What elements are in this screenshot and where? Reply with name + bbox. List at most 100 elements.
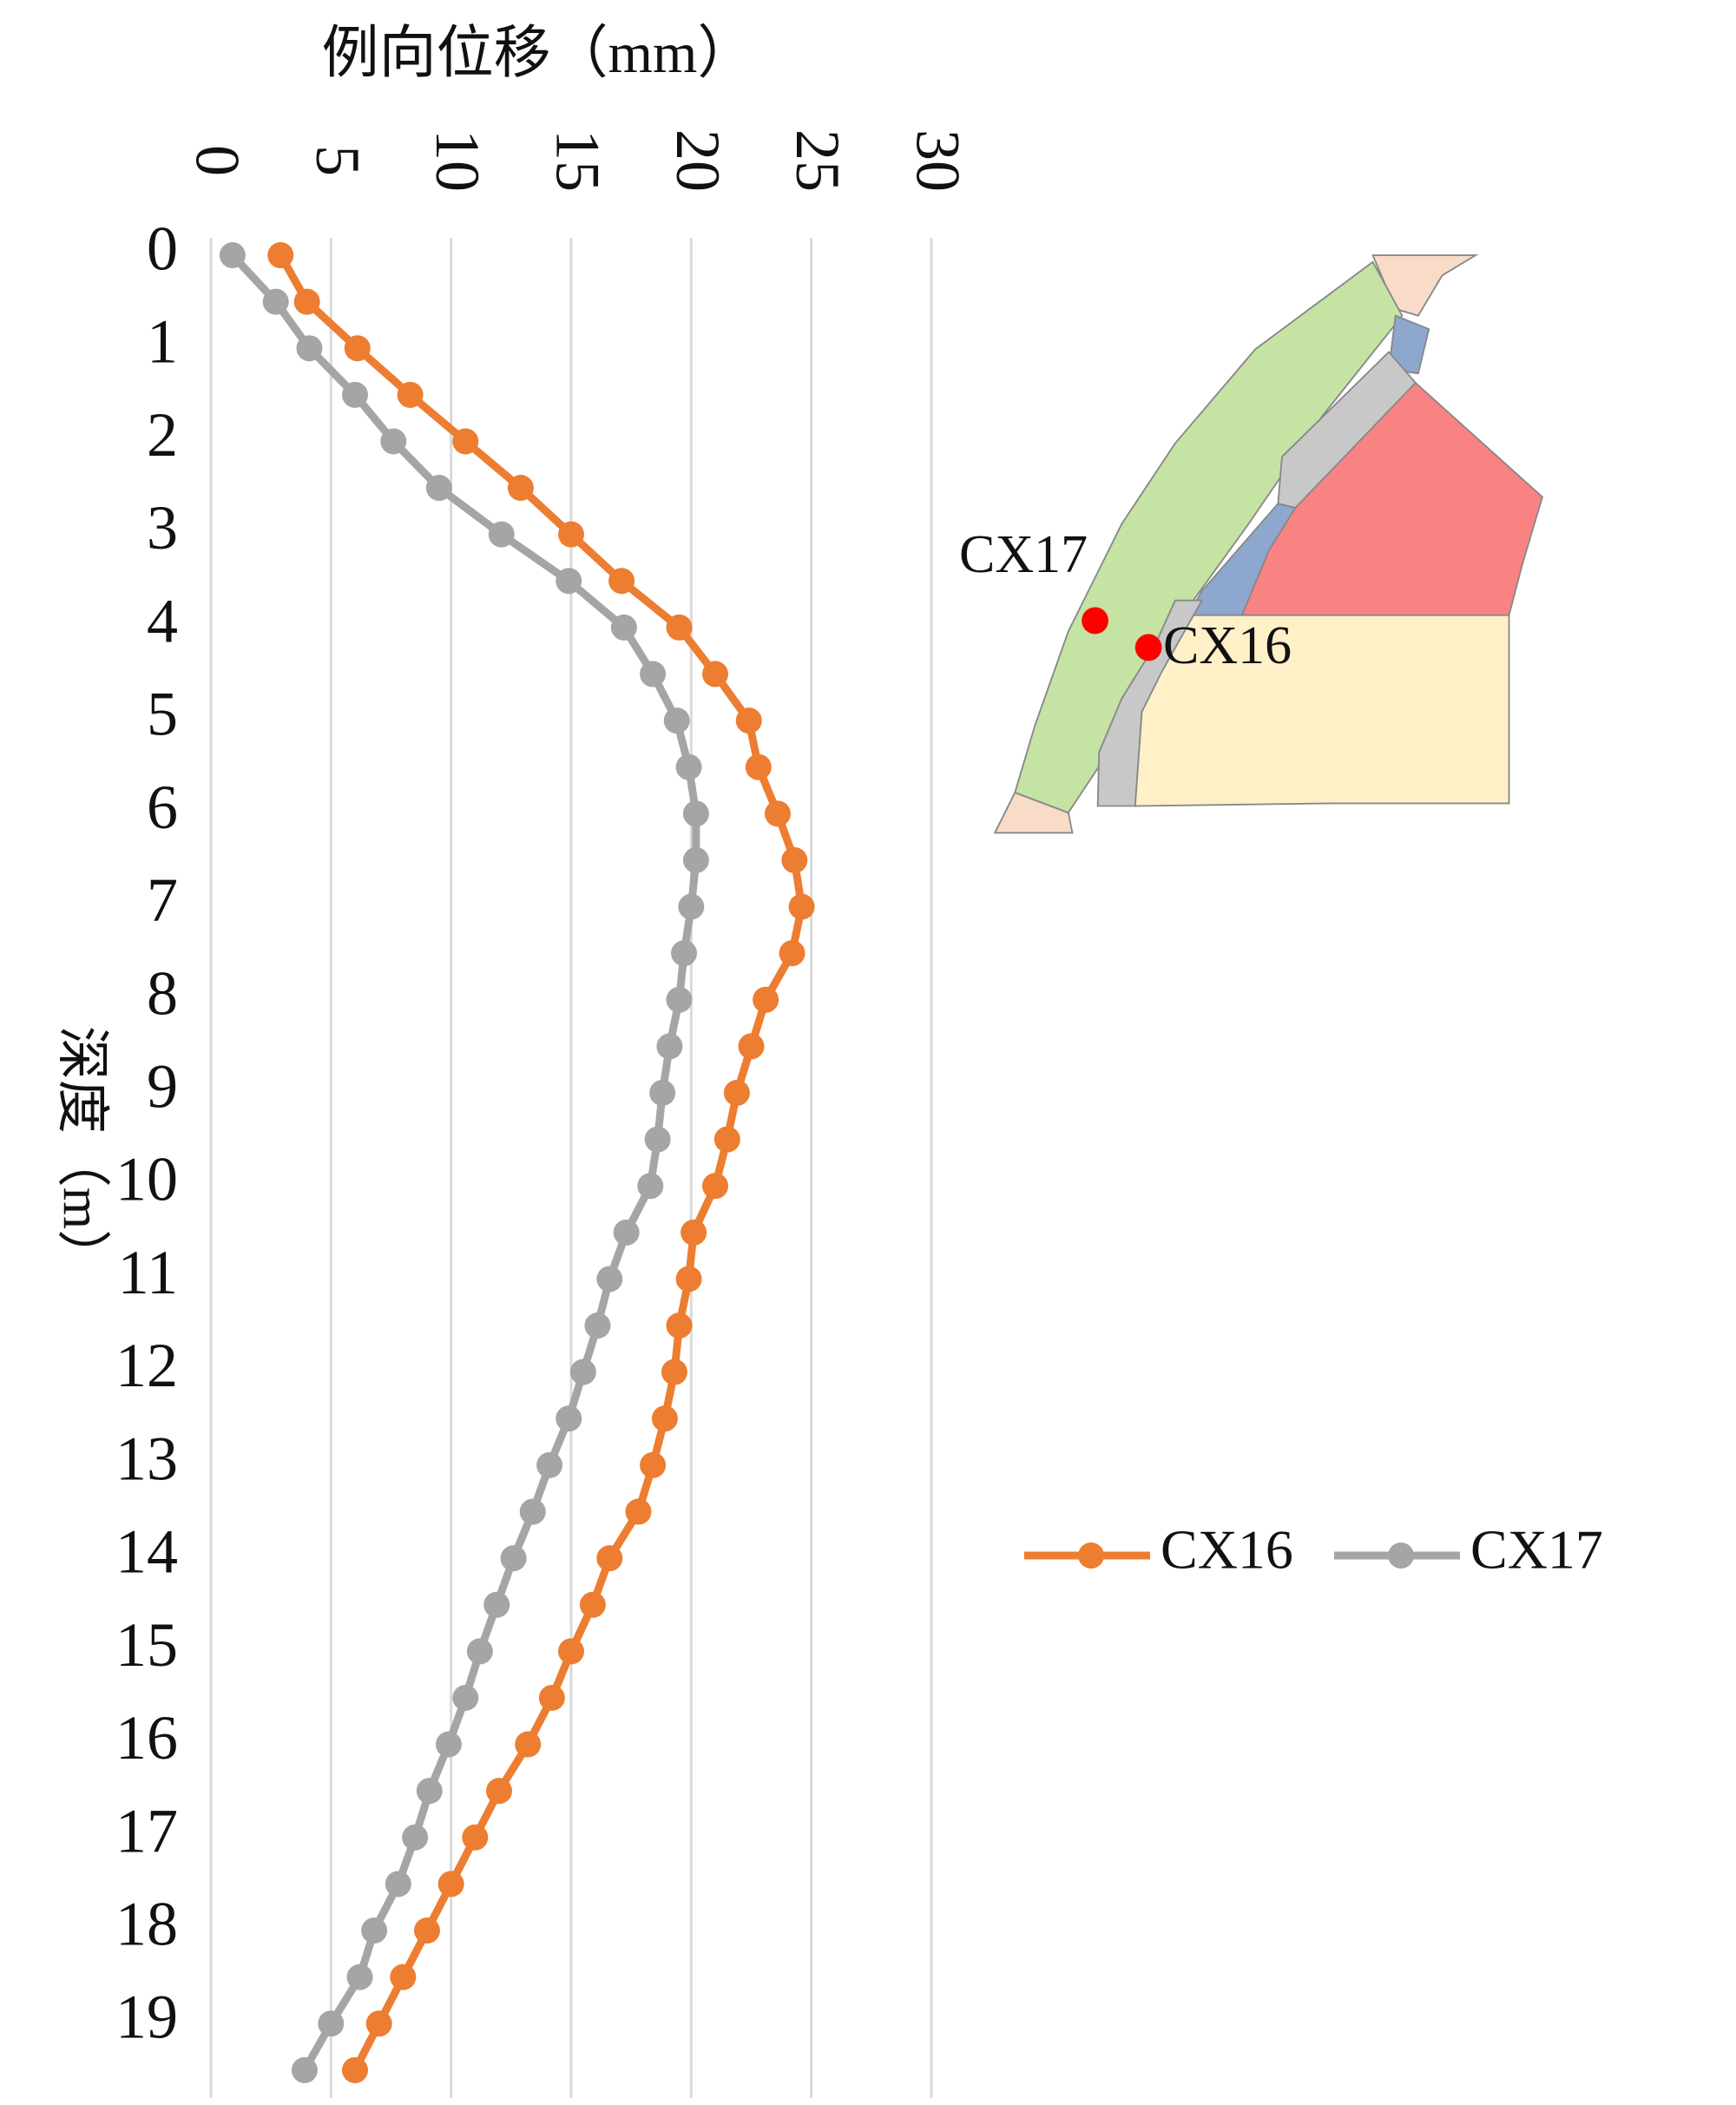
data-point <box>702 1173 728 1200</box>
data-point <box>361 1918 388 1944</box>
data-point <box>486 1778 512 1805</box>
data-point <box>291 2056 318 2083</box>
inset-area <box>1388 314 1430 375</box>
y-tick-label: 14 <box>115 1517 178 1587</box>
data-point <box>678 893 705 920</box>
data-point <box>781 846 808 873</box>
data-point <box>519 1498 546 1525</box>
data-point <box>556 1405 582 1432</box>
data-point <box>779 940 806 967</box>
data-point <box>610 614 637 641</box>
data-point <box>293 288 320 315</box>
data-point <box>462 1824 489 1851</box>
data-point <box>296 335 323 362</box>
data-point <box>267 242 294 268</box>
data-point <box>466 1638 493 1665</box>
y-tick-label: 3 <box>147 493 178 562</box>
y-tick-label: 2 <box>147 400 178 470</box>
x-tick-label: 5 <box>303 145 372 176</box>
inset-label: CX16 <box>1163 616 1292 675</box>
y-tick-label: 17 <box>115 1796 178 1865</box>
legend-marker <box>1388 1543 1414 1569</box>
data-point <box>488 521 515 548</box>
data-point <box>416 1778 443 1805</box>
data-point <box>661 1358 687 1385</box>
data-point <box>380 428 407 455</box>
data-point <box>713 1126 740 1153</box>
y-tick-label: 10 <box>115 1145 178 1214</box>
data-point <box>452 428 479 455</box>
data-point <box>390 1964 417 1990</box>
data-point <box>596 1545 623 1572</box>
x-tick-label: 15 <box>542 129 612 192</box>
data-point <box>558 1638 584 1665</box>
y-tick-label: 16 <box>115 1703 178 1773</box>
series-line <box>229 252 700 2073</box>
data-point <box>579 1591 606 1618</box>
data-point <box>753 986 779 1013</box>
data-point <box>682 846 709 873</box>
data-point <box>644 1126 671 1153</box>
data-point <box>515 1731 542 1758</box>
data-point <box>625 1498 652 1525</box>
x-tick-label: 0 <box>182 145 252 176</box>
y-tick-label: 0 <box>147 214 178 284</box>
data-point <box>425 475 452 502</box>
inset-point <box>1082 607 1108 635</box>
data-point <box>385 1871 411 1898</box>
data-point <box>666 986 693 1013</box>
x-tick-label: 30 <box>903 129 972 192</box>
data-point <box>584 1312 611 1339</box>
data-point <box>342 2056 368 2083</box>
y-tick-label: 13 <box>115 1424 178 1493</box>
data-point <box>666 614 693 641</box>
data-point <box>723 1080 750 1106</box>
data-point <box>788 893 815 920</box>
data-point <box>365 2010 392 2037</box>
data-point <box>675 1266 702 1293</box>
series-line <box>277 253 806 2072</box>
data-point <box>536 1451 563 1478</box>
x-tick-label: 10 <box>423 129 492 192</box>
y-axis-title: 深度（m） <box>52 1026 111 1283</box>
data-point <box>666 1312 693 1339</box>
data-point <box>402 1824 429 1851</box>
y-tick-label: 18 <box>115 1890 178 1959</box>
data-point <box>596 1266 623 1293</box>
data-point <box>671 940 698 967</box>
data-point <box>500 1545 527 1572</box>
data-point <box>556 568 582 595</box>
data-point <box>344 335 371 362</box>
data-point <box>637 1173 664 1200</box>
data-point <box>640 1451 667 1478</box>
data-point <box>745 753 772 780</box>
data-point <box>452 1684 479 1711</box>
data-point <box>262 288 289 315</box>
data-point <box>738 1033 765 1060</box>
y-tick-label: 4 <box>147 586 178 655</box>
y-tick-label: 1 <box>147 307 178 377</box>
y-tick-label: 12 <box>115 1331 178 1400</box>
x-axis-title: 例向位移（mm） <box>322 22 755 85</box>
legend-label: CX16 <box>1161 1519 1293 1581</box>
data-point <box>507 475 534 502</box>
data-point <box>414 1918 440 1944</box>
inset-point <box>1134 634 1162 661</box>
legend-label: CX17 <box>1470 1519 1603 1581</box>
y-tick-label: 7 <box>147 865 178 935</box>
data-point <box>682 800 709 827</box>
y-tick-label: 11 <box>118 1238 178 1307</box>
data-point <box>649 1080 676 1106</box>
data-point <box>437 1871 464 1898</box>
data-point <box>681 1219 707 1246</box>
data-point <box>318 2010 345 2037</box>
data-point <box>538 1684 565 1711</box>
data-point <box>663 707 690 734</box>
data-point <box>483 1591 510 1618</box>
data-point <box>764 800 791 827</box>
inset-label: CX17 <box>959 525 1088 584</box>
inset-map <box>993 254 1544 834</box>
data-point <box>702 661 728 687</box>
data-point <box>675 753 702 780</box>
